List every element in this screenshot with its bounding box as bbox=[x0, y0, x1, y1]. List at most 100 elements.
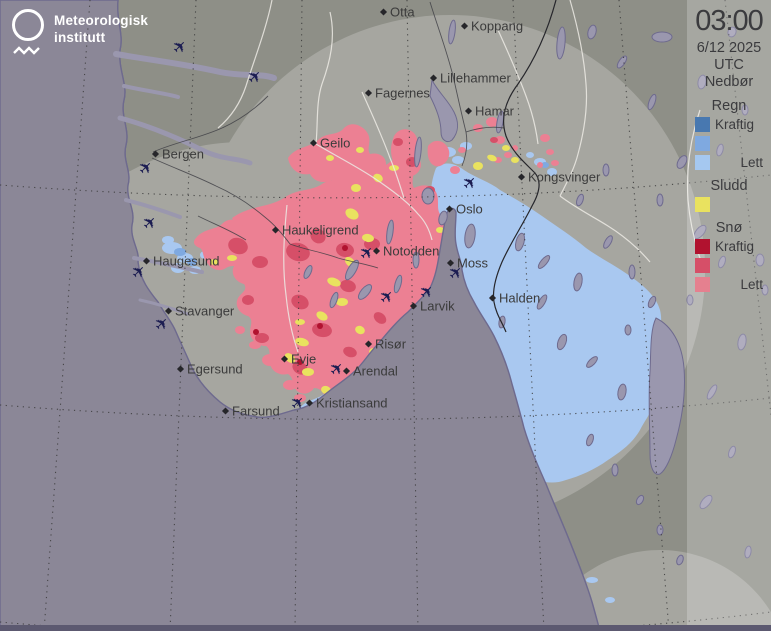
city-label-hamar: Hamar bbox=[464, 103, 515, 119]
city-marker-icon bbox=[429, 74, 438, 82]
legend-panel-background bbox=[687, 0, 771, 631]
city-label-evje: Evje bbox=[280, 351, 317, 367]
legend-row-snow-heavy: Kraftig bbox=[695, 239, 765, 254]
city-name: Risør bbox=[375, 336, 407, 352]
city-label-bergen: Bergen bbox=[151, 146, 204, 162]
city-label-halden: Halden bbox=[488, 290, 541, 306]
city-label-larvik: Larvik bbox=[409, 298, 455, 314]
city-marker-icon bbox=[280, 355, 289, 363]
city-marker-icon bbox=[464, 107, 473, 115]
legend-row-snow-medium bbox=[695, 258, 765, 273]
rain-medium-swatch bbox=[695, 136, 710, 151]
city-label-geilo: Geilo bbox=[309, 135, 351, 151]
date-label: 6/12 2025 bbox=[696, 40, 762, 56]
city-label-stavanger: Stavanger bbox=[164, 303, 235, 319]
snow-heavy-swatch bbox=[695, 239, 710, 254]
legend-row-sleet bbox=[695, 197, 765, 212]
timezone-label: UTC bbox=[714, 57, 744, 73]
city-name: Haukeligrend bbox=[282, 222, 359, 238]
city-marker-icon bbox=[142, 257, 151, 265]
legend-section-sleet: Sludd bbox=[710, 178, 748, 194]
city-name: Stavanger bbox=[175, 303, 235, 319]
met-logo: Meteorologisk institutt bbox=[12, 9, 148, 55]
city-marker-icon bbox=[342, 367, 351, 375]
rain-heavy-swatch bbox=[695, 117, 710, 132]
lakes bbox=[303, 19, 769, 566]
city-label-arendal: Arendal bbox=[342, 363, 398, 379]
city-name: Geilo bbox=[320, 135, 351, 151]
city-label-kongsvinger: Kongsvinger bbox=[517, 169, 601, 185]
legend-row-rain-light: Lett bbox=[695, 155, 765, 170]
city-label-moss: Moss bbox=[446, 255, 489, 271]
logo-text: Meteorologisk institutt bbox=[54, 13, 149, 45]
rain-light-swatch bbox=[695, 155, 710, 170]
city-name: Farsund bbox=[232, 403, 280, 419]
city-marker-icon bbox=[409, 302, 418, 310]
city-marker-icon bbox=[517, 173, 526, 181]
city-label-oslo: Oslo bbox=[445, 201, 483, 217]
city-marker-icon bbox=[364, 89, 373, 97]
city-marker-icon bbox=[379, 8, 388, 16]
city-name: Kristiansand bbox=[316, 395, 388, 411]
city-name: Moss bbox=[457, 255, 489, 271]
logo-circle-icon bbox=[12, 9, 44, 41]
city-label-egersund: Egersund bbox=[176, 361, 243, 377]
city-name: Larvik bbox=[420, 298, 455, 314]
city-label-kristiansand: Kristiansand bbox=[305, 395, 388, 411]
city-name: Kongsvinger bbox=[528, 169, 601, 185]
snow-light-swatch bbox=[695, 277, 710, 292]
city-name: Egersund bbox=[187, 361, 243, 377]
snow-medium-area bbox=[228, 137, 498, 375]
city-label-haukeligrend: Haukeligrend bbox=[271, 222, 359, 238]
city-name: Haugesund bbox=[153, 253, 220, 269]
bottom-bar bbox=[0, 625, 771, 631]
city-label-risr: Risør bbox=[364, 336, 407, 352]
legend-row-rain-heavy: Kraftig bbox=[695, 117, 765, 132]
legend-row-snow-light: Lett bbox=[695, 277, 765, 292]
product-label: Nedbør bbox=[704, 74, 754, 90]
city-name: Notodden bbox=[383, 243, 440, 259]
city-marker-icon bbox=[488, 294, 497, 302]
city-marker-icon bbox=[271, 226, 280, 234]
city-name: Evje bbox=[291, 351, 317, 367]
city-label-koppang: Koppang bbox=[460, 18, 524, 34]
city-marker-icon bbox=[446, 259, 455, 267]
city-name: Fagernes bbox=[375, 85, 430, 101]
sleet-swatch bbox=[695, 197, 710, 212]
city-label-fagernes: Fagernes bbox=[364, 85, 430, 101]
snow-medium-swatch bbox=[695, 258, 710, 273]
city-label-haugesund: Haugesund bbox=[142, 253, 220, 269]
city-marker-icon bbox=[151, 150, 160, 158]
legend-row-rain-medium bbox=[695, 136, 765, 151]
city-marker-icon bbox=[164, 307, 173, 315]
logo-wave-icon bbox=[13, 46, 40, 55]
city-name: Lillehammer bbox=[440, 70, 511, 86]
city-marker-icon bbox=[364, 340, 373, 348]
city-label-notodden: Notodden bbox=[372, 243, 440, 259]
city-name: Bergen bbox=[162, 146, 204, 162]
city-label-lillehammer: Lillehammer bbox=[429, 70, 511, 86]
city-marker-icon bbox=[305, 399, 314, 407]
city-name: Halden bbox=[499, 290, 541, 306]
city-marker-icon bbox=[460, 22, 469, 30]
legend: 03:00 6/12 2025 UTC Nedbør Regn Kraftig … bbox=[687, 0, 771, 296]
city-marker-icon bbox=[445, 205, 454, 213]
city-label-farsund: Farsund bbox=[221, 403, 280, 419]
fjords bbox=[113, 51, 277, 316]
city-name: Otta bbox=[390, 4, 415, 20]
city-name: Oslo bbox=[456, 201, 483, 217]
city-label-otta: Otta bbox=[379, 4, 415, 20]
legend-section-snow: Snø bbox=[715, 220, 743, 236]
timestamp: 03:00 bbox=[695, 5, 764, 37]
city-marker-icon bbox=[372, 247, 381, 255]
legend-section-rain: Regn bbox=[711, 98, 747, 114]
city-name: Arendal bbox=[353, 363, 398, 379]
city-marker-icon bbox=[309, 139, 318, 147]
city-name: Koppang bbox=[471, 18, 524, 34]
city-name: Hamar bbox=[475, 103, 515, 119]
national-borders bbox=[151, 1, 505, 269]
snow-heavy-area bbox=[253, 245, 348, 365]
city-marker-icon bbox=[221, 407, 230, 415]
